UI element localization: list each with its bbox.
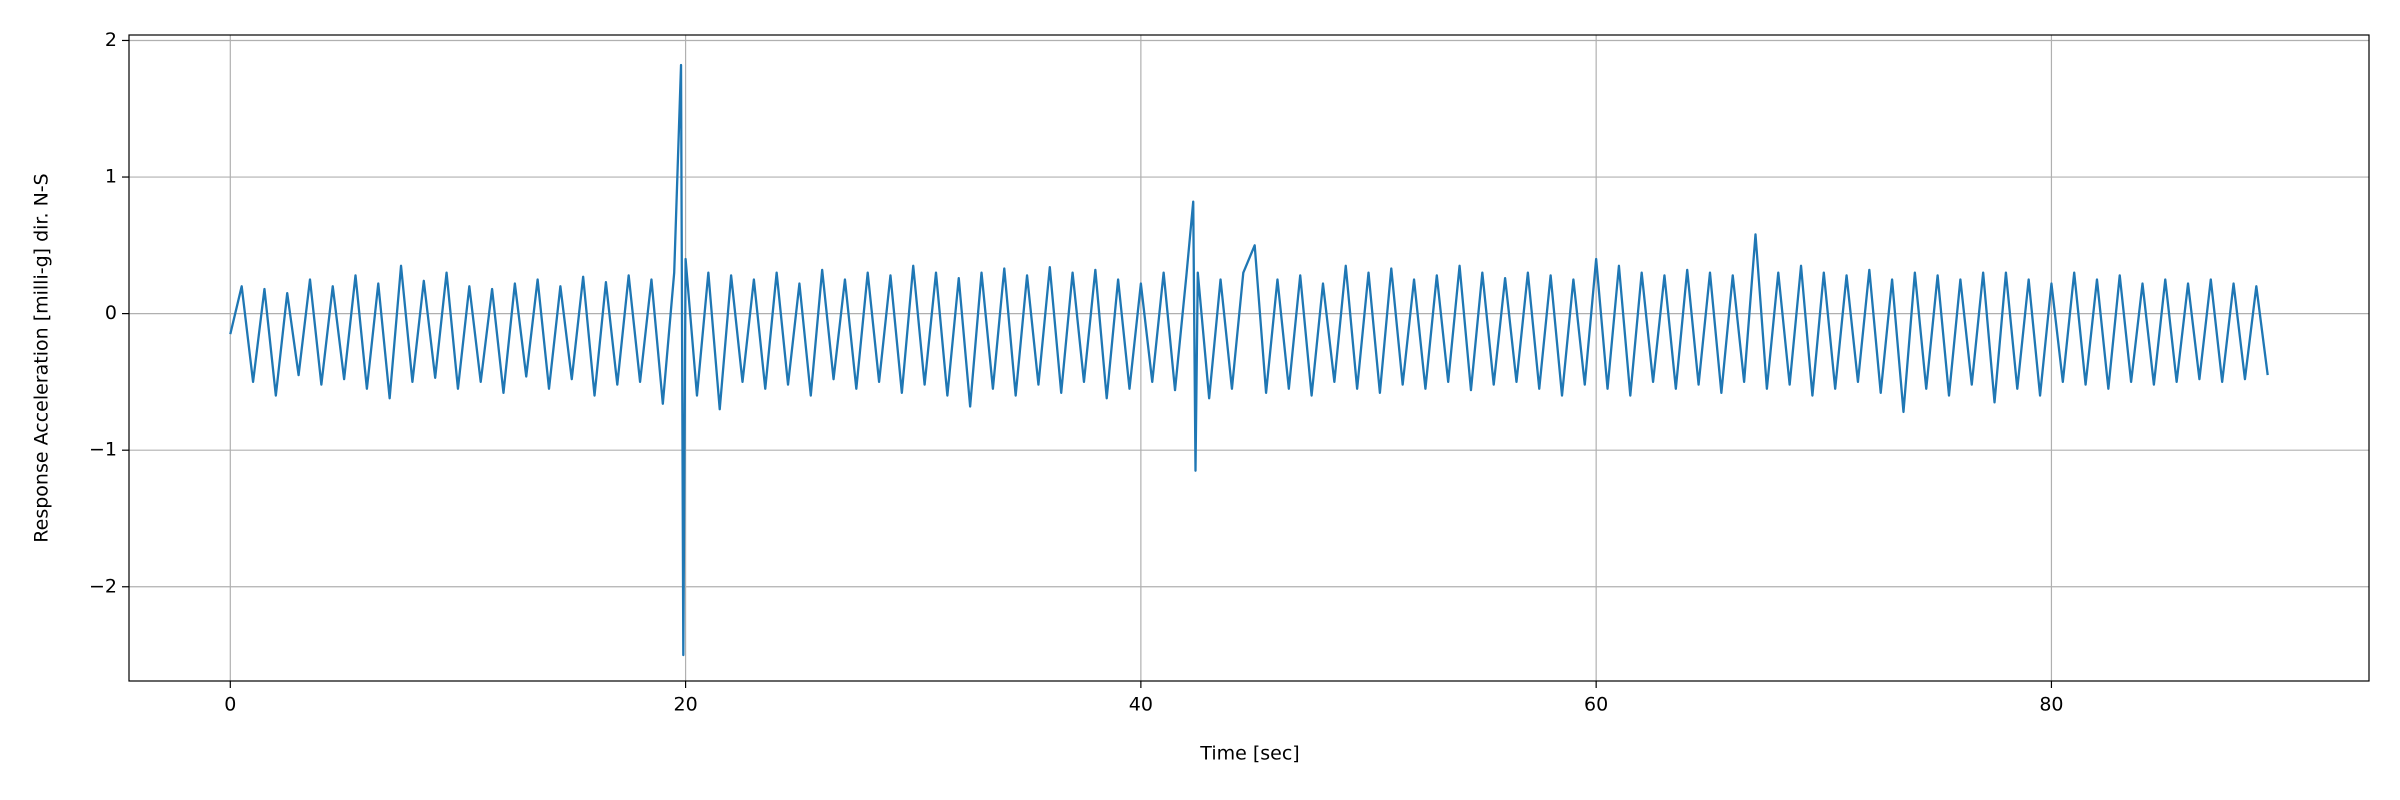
y-tick-label: 1 — [105, 166, 117, 188]
y-tick-label: 2 — [105, 29, 117, 51]
x-tick-label: 0 — [224, 694, 236, 716]
y-tick-label: −1 — [89, 439, 117, 461]
y-axis-label: Response Acceleration [milli-g] dir. N-S — [31, 173, 53, 542]
x-axis-label: Time [sec] — [1199, 743, 1299, 765]
y-tick-label: 0 — [105, 302, 117, 324]
plot-frame — [128, 34, 2370, 682]
x-tick-label: 20 — [673, 694, 697, 716]
signal-line — [229, 63, 2269, 657]
x-tick-label: 60 — [1584, 694, 1608, 716]
x-tick-label: 80 — [2039, 694, 2063, 716]
x-tick-label: 40 — [1129, 694, 1153, 716]
y-tick-label: −2 — [89, 575, 117, 597]
